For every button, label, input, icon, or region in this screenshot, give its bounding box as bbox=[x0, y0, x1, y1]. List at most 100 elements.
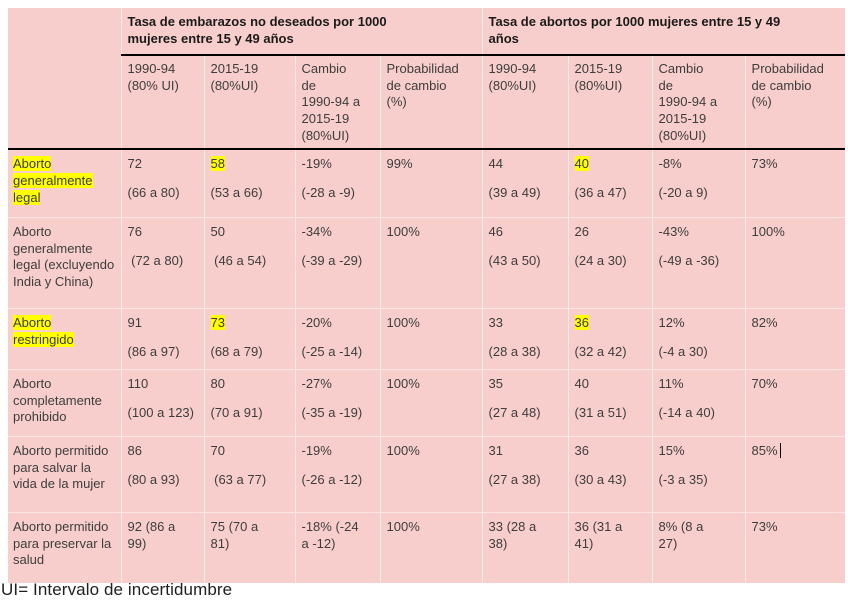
table-cell[interactable]: -27% (-35 a -19) bbox=[295, 368, 381, 437]
value-text: 33 bbox=[488, 314, 503, 330]
value-text: 100% bbox=[751, 223, 785, 239]
table-cell[interactable]: 40 (36 a 47) bbox=[568, 149, 653, 218]
table-cell[interactable]: 31 (27 a 38) bbox=[482, 435, 569, 513]
value-text: 72 bbox=[127, 156, 142, 172]
table-cell[interactable]: 8% (8 a 27) bbox=[652, 511, 746, 584]
table-cell[interactable]: 85% bbox=[745, 435, 846, 513]
row-label[interactable]: Aborto restringido bbox=[8, 307, 122, 370]
table-cell[interactable]: -8% (-20 a 9) bbox=[652, 149, 746, 218]
cell-value: 91 bbox=[128, 315, 198, 332]
row-label[interactable]: Aborto permitido para preservar la salud bbox=[8, 511, 122, 584]
row-label[interactable]: Aborto permitido para salvar la vida de … bbox=[8, 435, 122, 513]
footnote-uncertainty-interval[interactable]: UI= Intervalo de incertidumbre bbox=[1, 580, 233, 599]
table-cell[interactable]: -34% (-39 a -29) bbox=[295, 216, 381, 309]
cell-uncertainty-range: (72 a 80) bbox=[127, 252, 184, 268]
table-cell[interactable]: 36 (31 a 41) bbox=[568, 511, 653, 584]
table-cell[interactable]: 82% bbox=[745, 307, 846, 370]
table-cell[interactable]: 70% bbox=[745, 368, 846, 437]
table-cell[interactable]: 99% bbox=[380, 149, 483, 218]
table-cell[interactable]: 40 (31 a 51) bbox=[568, 368, 653, 437]
table-cell[interactable]: 26 (24 a 30) bbox=[568, 216, 653, 309]
text-cursor bbox=[779, 442, 781, 458]
col-header-probabilidad-a[interactable]: Probabilidad de cambio (%) bbox=[380, 55, 483, 151]
cell-value: 76 bbox=[128, 224, 198, 241]
table-cell[interactable]: 58 (53 a 66) bbox=[204, 149, 296, 218]
cell-uncertainty-range: (27 a 48) bbox=[488, 404, 541, 420]
table-cell[interactable]: 100% bbox=[380, 216, 483, 309]
data-table[interactable]: Tasa de embarazos no deseados por 1000 m… bbox=[8, 8, 846, 584]
table-cell[interactable]: 50 (46 a 54) bbox=[204, 216, 296, 309]
row-label[interactable]: Aborto completamente prohibido bbox=[8, 368, 122, 437]
row-label[interactable]: Aborto generalmente legal (excluyendo In… bbox=[8, 216, 122, 309]
value-text: -8% bbox=[658, 156, 682, 172]
table-cell[interactable]: 72 (66 a 80) bbox=[121, 149, 205, 218]
group-header-unintended-pregnancy[interactable]: Tasa de embarazos no deseados por 1000 m… bbox=[121, 8, 483, 56]
table-cell[interactable]: 46 (43 a 50) bbox=[482, 216, 569, 309]
table-cell[interactable]: 73% bbox=[745, 149, 845, 217]
table-row: Aborto generalmente legal 72 (66 a 80) 58 (5… bbox=[8, 149, 845, 218]
cell-value: 70% bbox=[752, 376, 840, 393]
table-cell[interactable]: 80 (70 a 91) bbox=[204, 368, 296, 437]
value-text: 40 bbox=[574, 375, 589, 391]
col-header-cambio-a[interactable]: Cambio de 1990-94 a 2015-19 (80%UI) bbox=[295, 55, 381, 151]
table-cell[interactable]: 15% (-3 a 35) bbox=[652, 435, 746, 513]
table-cell[interactable]: 73 (68 a 79) bbox=[204, 307, 296, 370]
table-cell[interactable]: 44 (39 a 49) bbox=[482, 149, 569, 218]
col-header-2015-19-b[interactable]: 2015-19 (80%UI) bbox=[568, 55, 653, 151]
cell-uncertainty-range: (30 a 43) bbox=[574, 471, 627, 487]
table-cell[interactable]: 100% bbox=[380, 368, 483, 437]
table-cell[interactable]: 33 (28 a 38) bbox=[482, 307, 569, 370]
table-cell[interactable]: -18% (-24 a -12) bbox=[295, 511, 381, 584]
table-cell[interactable]: 110 (100 a 123) bbox=[121, 368, 205, 437]
table-cell[interactable]: 70 (63 a 77) bbox=[204, 435, 296, 513]
col-header-1990-94-a[interactable]: 1990-94 (80% UI) bbox=[121, 55, 205, 151]
table-cell[interactable]: 36 (32 a 42) bbox=[568, 307, 653, 370]
cell-uncertainty-range: (31 a 51) bbox=[574, 404, 627, 420]
col-header-1990-94-b[interactable]: 1990-94 (80%UI) bbox=[482, 55, 569, 151]
table-cell[interactable]: -19% (-26 a -12) bbox=[295, 435, 381, 513]
value-text: 46 bbox=[488, 223, 503, 239]
cell-value: 86 bbox=[128, 443, 198, 460]
table-cell[interactable]: 12% (-4 a 30) bbox=[652, 307, 746, 370]
cell-uncertainty-range: (66 a 80) bbox=[127, 185, 180, 201]
value-text: 35 bbox=[488, 375, 503, 391]
highlighted-value-text: 36 bbox=[574, 314, 589, 330]
table-cell[interactable]: 86 (80 a 93) bbox=[121, 435, 205, 513]
table-cell[interactable]: 76 (72 a 80) bbox=[121, 216, 205, 309]
col-header-cambio-b[interactable]: Cambio de 1990-94 a 2015-19 (80%UI) bbox=[652, 55, 746, 151]
col-header-probabilidad-b[interactable]: Probabilidad de cambio (%) bbox=[745, 55, 846, 151]
cell-uncertainty-range: (36 a 47) bbox=[574, 185, 627, 201]
row-label[interactable]: Aborto generalmente legal bbox=[8, 149, 122, 218]
corner-cell[interactable] bbox=[8, 8, 122, 151]
table-cell[interactable]: 92 (86 a 99) bbox=[121, 511, 205, 584]
cell-uncertainty-range: (-20 a 9) bbox=[658, 185, 708, 201]
table-cell[interactable]: 36 (30 a 43) bbox=[568, 435, 653, 513]
table-cell[interactable]: 75 (70 a 81) bbox=[204, 511, 296, 584]
table-cell[interactable]: 100% bbox=[380, 511, 483, 584]
cell-value: -43% bbox=[659, 224, 739, 241]
cell-value: 31 bbox=[489, 443, 562, 460]
cell-uncertainty-range: (63 a 77) bbox=[210, 471, 267, 487]
table-cell[interactable]: 33 (28 a 38) bbox=[482, 511, 569, 584]
table-row: Aborto permitido para preservar la salud… bbox=[8, 511, 846, 584]
table-cell[interactable]: 100% bbox=[380, 307, 483, 370]
group-header-abortion-rate[interactable]: Tasa de abortos por 1000 mujeres entre 1… bbox=[482, 8, 846, 56]
table-cell[interactable]: 73% bbox=[745, 511, 846, 584]
table-cell[interactable]: 11% (-14 a 40) bbox=[652, 368, 746, 437]
cell-value: 99% bbox=[387, 156, 476, 173]
table-cell[interactable]: 100% bbox=[745, 216, 846, 309]
value-text: 36 bbox=[574, 442, 589, 458]
cell-value: 44 bbox=[489, 156, 562, 173]
cell-uncertainty-range: (32 a 42) bbox=[574, 343, 627, 359]
cell-uncertainty-range: (-35 a -19) bbox=[301, 404, 363, 420]
table-cell[interactable]: 91 (86 a 97) bbox=[121, 307, 205, 370]
value-text: -43% bbox=[658, 223, 689, 239]
table-cell[interactable]: 35 (27 a 48) bbox=[482, 368, 569, 437]
value-text: 100% bbox=[386, 314, 420, 330]
table-cell[interactable]: -19% (-28 a -9) bbox=[295, 149, 381, 218]
table-cell[interactable]: -20% (-25 a -14) bbox=[295, 307, 381, 370]
col-header-2015-19-a[interactable]: 2015-19 (80%UI) bbox=[204, 55, 296, 151]
table-cell[interactable]: -43% (-49 a -36) bbox=[652, 216, 746, 309]
table-cell[interactable]: 100% bbox=[380, 435, 483, 513]
cell-value: 73% bbox=[752, 156, 840, 173]
